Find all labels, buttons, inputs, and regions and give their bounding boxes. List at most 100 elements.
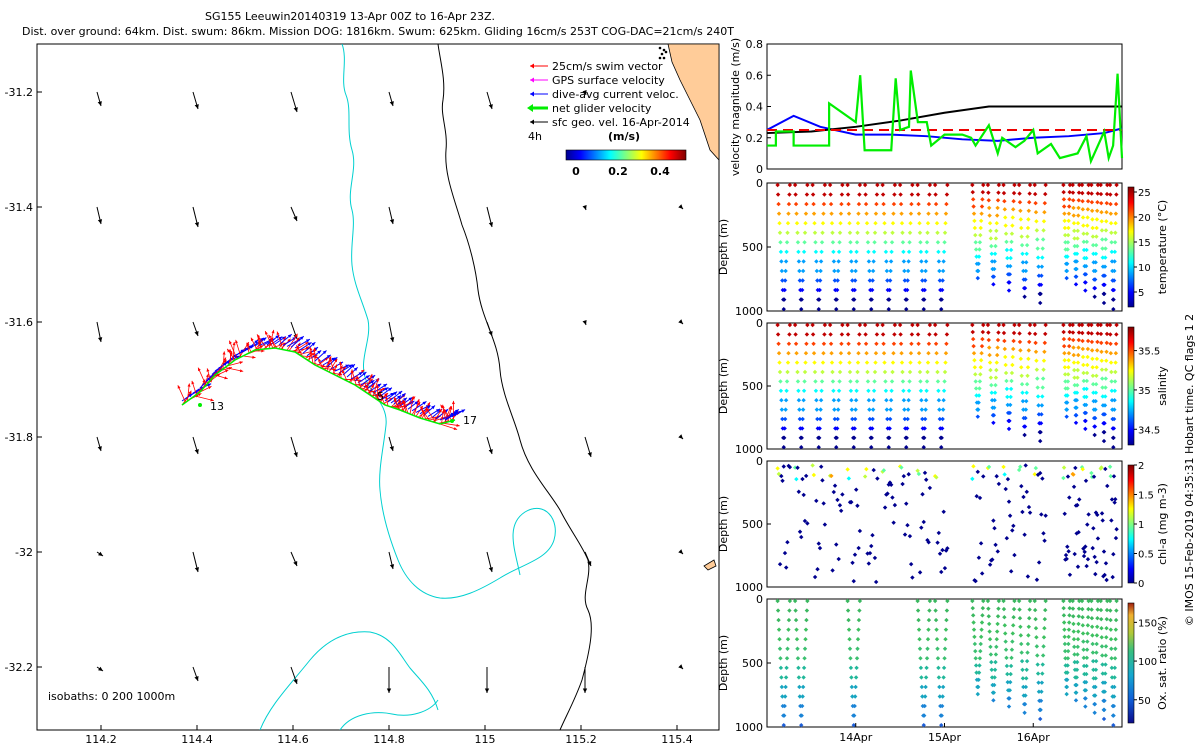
profile-point [1071,614,1076,619]
map-xtick-label: 114.2 [85,733,117,746]
profile-point [939,569,944,575]
profile-point [817,278,823,283]
profile-point [986,337,991,343]
profile-point [1108,201,1113,207]
profile-point [1064,691,1069,697]
colorbar-tick-0: 0 [572,165,580,178]
profile-point [869,287,875,293]
profile-point [784,249,789,255]
profile-point [1090,234,1096,239]
profile-point [811,201,816,207]
profile-point [908,351,914,356]
profile-point [862,322,868,328]
profile-point [992,390,998,395]
profile-point [820,221,826,226]
profile-point [945,598,950,604]
profile-point [779,407,785,412]
profile-point [1085,623,1091,628]
profile-point [863,192,868,197]
sfc-arrow [584,436,592,458]
sfc-arrow [386,667,392,693]
profile-point [1011,615,1016,620]
profile-point [820,230,825,235]
profile-point [976,670,982,675]
profile-point [1001,330,1007,336]
swim-vector [372,390,383,404]
profile-point [1112,398,1117,403]
profile-point [1039,412,1044,417]
profile-ytick-label: 1000 [735,305,763,318]
profile-point [846,201,851,207]
profile-point [922,287,927,293]
profile-point [775,598,780,604]
profile-point [1103,466,1108,472]
profile-point [783,398,789,403]
profile-point [922,470,928,476]
swim-vector [177,385,186,403]
profile-point [797,694,803,699]
profile-point [874,332,880,337]
glider-track [177,329,466,430]
profile-point [1080,623,1086,628]
sfc-arrow [388,206,395,225]
profile-point [986,190,991,195]
profile-point [867,416,873,422]
profile-point [940,407,946,412]
profile-point [892,502,898,508]
profile-point [1011,199,1016,204]
profile-point [1099,340,1104,346]
profile-point [906,388,912,394]
profile-point [855,230,860,235]
profile-point [1065,240,1071,245]
profile-point [869,297,874,302]
profile-point [1102,421,1107,426]
profile-point [850,560,855,565]
profile-point [935,240,941,245]
profile-point [849,684,855,690]
profile-point [944,332,950,337]
profile-point [869,543,874,549]
profile-point [979,351,984,356]
profile-point [927,322,933,328]
profile-point [994,352,1000,358]
profile-point [816,541,821,546]
swim-vector [341,369,348,382]
profile-point [978,225,983,231]
profile-point [1033,465,1039,471]
swim-vector [442,422,460,427]
profile-point [785,230,790,235]
profile-point [1093,382,1099,387]
profile-point [1093,571,1098,577]
profile-point [1025,365,1031,370]
profile-point [1081,546,1086,551]
profile-point [1034,635,1039,640]
profile-point [1024,489,1029,495]
profile-point [972,641,978,647]
profile-point [1074,413,1079,418]
profile-point [799,306,804,312]
profile-point [1102,291,1107,297]
profile-point [1075,243,1080,249]
profile-point [1002,615,1007,620]
profile-point [1099,200,1104,206]
profile-point [1112,249,1118,255]
profile-point [924,665,929,671]
profile-point [1039,680,1045,685]
profile-point [899,221,905,226]
profile-point [1023,684,1029,690]
profile-point [805,521,810,526]
dac-vector [350,371,363,380]
profile-point [1111,713,1116,718]
profile-point [801,259,806,264]
profile-point [1074,682,1079,688]
profile-point [1105,322,1110,328]
profile-point [845,192,851,197]
profile-point [1092,554,1097,560]
profile-point [1080,346,1086,352]
profile-point [874,192,880,197]
profile-point [924,388,929,394]
profile-point [977,247,982,252]
dac-vector [354,371,367,382]
profile-point [1101,300,1107,306]
profile-point [776,627,782,632]
